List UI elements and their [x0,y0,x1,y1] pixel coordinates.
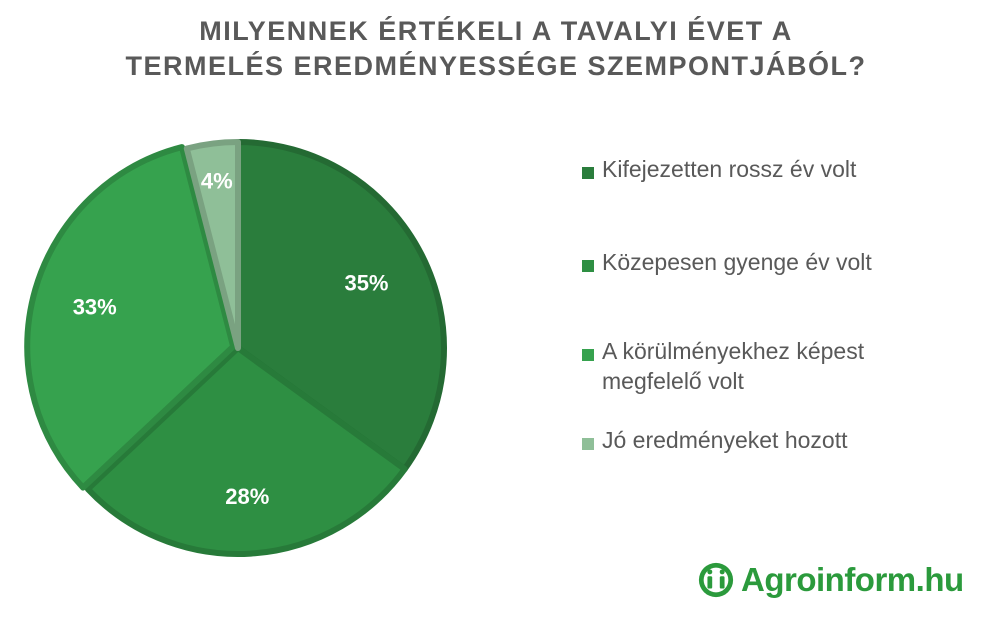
legend-label-2: Közepesen gyenge év volt [602,247,942,277]
legend-swatch-2 [582,260,594,272]
legend-swatch-3 [582,349,594,361]
legend-swatch-4 [582,438,594,450]
data-label-3: 33% [73,294,117,319]
brand-text: Agroinform.hu [741,561,964,598]
agroinform-logo-icon [698,562,734,598]
legend-item-2: Közepesen gyenge év volt [582,247,942,277]
legend-label-4: Jó eredményeket hozott [602,425,942,455]
chart-title: MILYENNEK ÉRTÉKELI A TAVALYI ÉVET A TERM… [0,14,992,84]
legend-item-4: Jó eredményeket hozott [582,425,942,455]
pie-slice-3 [24,144,237,491]
data-label-4: 4% [201,168,233,193]
brand-logo: Agroinform.hu [697,558,964,602]
legend-label-line: Kifejezetten rossz év volt [602,156,857,182]
pie-slice-4 [183,139,241,351]
legend-label-line: megfelelő volt [602,368,744,394]
legend-label-line: Jó eredményeket hozott [602,427,848,453]
chart-title-line-1: MILYENNEK ÉRTÉKELI A TAVALYI ÉVET A [199,16,793,46]
pie-slice-1 [235,139,447,473]
data-label-1: 35% [344,271,388,296]
legend-item-3: A körülményekhez képest megfelelő volt [582,336,942,396]
legend-label-line: Közepesen gyenge év volt [602,249,872,275]
legend-label-line: A körülményekhez képest [602,338,865,364]
legend-label-1: Kifejezetten rossz év volt [602,154,942,184]
chart-title-line-2: TERMELÉS EREDMÉNYESSÉGE SZEMPONTJÁBÓL? [125,51,867,81]
legend-label-3: A körülményekhez képest megfelelő volt [602,336,942,396]
data-label-2: 28% [225,484,269,509]
legend-item-1: Kifejezetten rossz év volt [582,154,942,184]
legend-swatch-1 [582,167,594,179]
pie-slice-2 [84,345,408,557]
